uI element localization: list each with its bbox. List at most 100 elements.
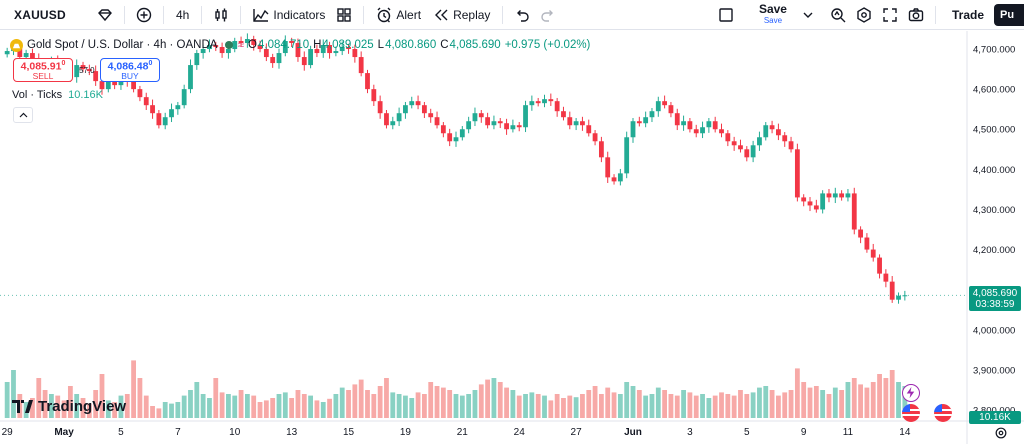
volume-bar (700, 394, 705, 418)
gear-icon[interactable] (994, 426, 1008, 440)
volume-legend-label: Vol · Ticks (12, 89, 63, 101)
volume-bar (49, 394, 54, 418)
volume-bar (902, 386, 908, 418)
volume-bar (478, 384, 484, 418)
chart-area[interactable]: 4,700.000 4,600.000 4,500.000 4,400.000 4,30… (0, 31, 1024, 444)
price-tick-label: 4,000.000 (973, 325, 1015, 336)
trade-button[interactable]: Trade (942, 8, 994, 22)
interval-button[interactable]: 4h (170, 0, 195, 30)
volume-bar (617, 394, 623, 418)
volume-bar (883, 378, 889, 418)
candle-body (327, 45, 332, 54)
volume-bar (371, 394, 377, 418)
sell-button[interactable]: 4,085.910 SELL (13, 58, 73, 82)
volume-bar (820, 390, 826, 418)
volume-bar (801, 382, 807, 418)
replay-button[interactable]: Replay (427, 3, 496, 27)
volume-bar (649, 394, 655, 418)
volume-bar (485, 379, 491, 418)
us-flag-event-icon[interactable] (934, 404, 952, 422)
legend-title[interactable]: Gold Spot / U.S. Dollar · 4h · OANDA (27, 39, 218, 51)
volume-bar (150, 406, 155, 418)
candle-body (308, 49, 314, 66)
candle-body (86, 69, 92, 72)
time-axis[interactable]: 29 May 5 7 10 13 15 19 21 24 27 Jun 3 5 9 11 14 (2, 427, 911, 438)
tradingview-logo-icon (12, 400, 33, 413)
collapse-legend-chevron-up-icon[interactable] (13, 107, 33, 123)
volume-bar (858, 384, 863, 418)
buy-button[interactable]: 4,086.480 BUY (100, 58, 160, 82)
publish-button[interactable]: Pu (994, 3, 1024, 26)
volume-bar (175, 402, 181, 418)
volume-bar (504, 387, 509, 418)
volume-bar (415, 392, 421, 418)
volume-legend[interactable]: Vol · Ticks 10.16K (12, 89, 103, 101)
time-tick-label: 13 (286, 427, 298, 438)
indicators-button[interactable]: Indicators (247, 3, 331, 27)
price-axis[interactable]: 4,700.000 4,600.000 4,500.000 4,400.000 4,30… (973, 45, 1015, 417)
us-flag-event-icon[interactable] (902, 404, 920, 422)
layout-square-icon[interactable] (713, 3, 739, 27)
volume-bars (4, 360, 908, 418)
save-button[interactable]: Save Save (751, 3, 795, 26)
volume-bar (86, 403, 92, 418)
redo-icon[interactable] (535, 3, 561, 27)
high-label: H (313, 39, 322, 51)
candle-body (93, 71, 99, 82)
candle-body (662, 101, 668, 106)
undo-icon[interactable] (509, 3, 535, 27)
candle-body (617, 173, 623, 182)
volume-bar (112, 402, 118, 418)
top-toolbar: XAUUSD 4h Indicators Alert Replay S (0, 0, 1024, 30)
candle-body (396, 113, 402, 122)
volume-bar (409, 398, 415, 418)
candle-body (282, 41, 288, 54)
candle-body (839, 193, 845, 198)
data-problem-icon[interactable]: ≈ (237, 38, 245, 52)
candle-body (188, 65, 193, 90)
price-tick-label: 4,500.000 (973, 125, 1015, 136)
volume-bar (864, 387, 870, 418)
candle-body (358, 57, 364, 74)
price-tick-label: 4,200.000 (973, 245, 1015, 256)
market-status-dot[interactable] (225, 41, 234, 49)
replay-label: Replay (453, 7, 491, 22)
price-chart[interactable]: 4,700.000 4,600.000 4,500.000 4,400.000 4,30… (0, 31, 1024, 444)
fullscreen-icon[interactable] (877, 3, 903, 27)
volume-bar (346, 390, 351, 418)
candle-body (510, 125, 516, 130)
layouts-grid-icon[interactable] (331, 3, 357, 27)
candle-body (693, 129, 699, 134)
settings-hex-icon[interactable] (851, 3, 877, 27)
volume-bar (30, 398, 35, 418)
volume-bar (782, 392, 788, 418)
alert-button[interactable]: Alert (370, 3, 427, 27)
time-tick-label: Jun (624, 427, 642, 438)
candles-chart-type-icon[interactable] (208, 3, 234, 27)
volume-bar (851, 378, 857, 418)
volume-bar (194, 382, 200, 418)
volume-bar (719, 392, 724, 418)
volume-bar (289, 398, 295, 418)
compare-add-icon[interactable] (131, 3, 157, 27)
volume-bar (118, 395, 124, 418)
camera-snapshot-icon[interactable] (903, 3, 929, 27)
time-tick-label: 5 (118, 427, 124, 438)
tradingview-logo[interactable]: TradingView (12, 398, 126, 415)
quick-search-icon[interactable] (825, 3, 851, 27)
volume-bar (516, 395, 522, 418)
candle-body (776, 129, 781, 136)
symbol-search[interactable]: XAUUSD (4, 4, 104, 26)
interval-label: 4h (176, 7, 190, 22)
lightning-icon[interactable] (902, 384, 920, 402)
volume-bar (586, 390, 592, 418)
volume-bar (4, 382, 10, 418)
price-tick-label: 3,800.000 (973, 405, 1015, 416)
candle-body (150, 105, 155, 114)
volume-bar (636, 390, 642, 418)
candle-body (516, 125, 522, 128)
volume-bar (67, 386, 73, 418)
chevron-down-icon[interactable] (795, 3, 821, 27)
volume-bar (523, 394, 528, 418)
symbol-options-icon[interactable] (92, 3, 118, 27)
